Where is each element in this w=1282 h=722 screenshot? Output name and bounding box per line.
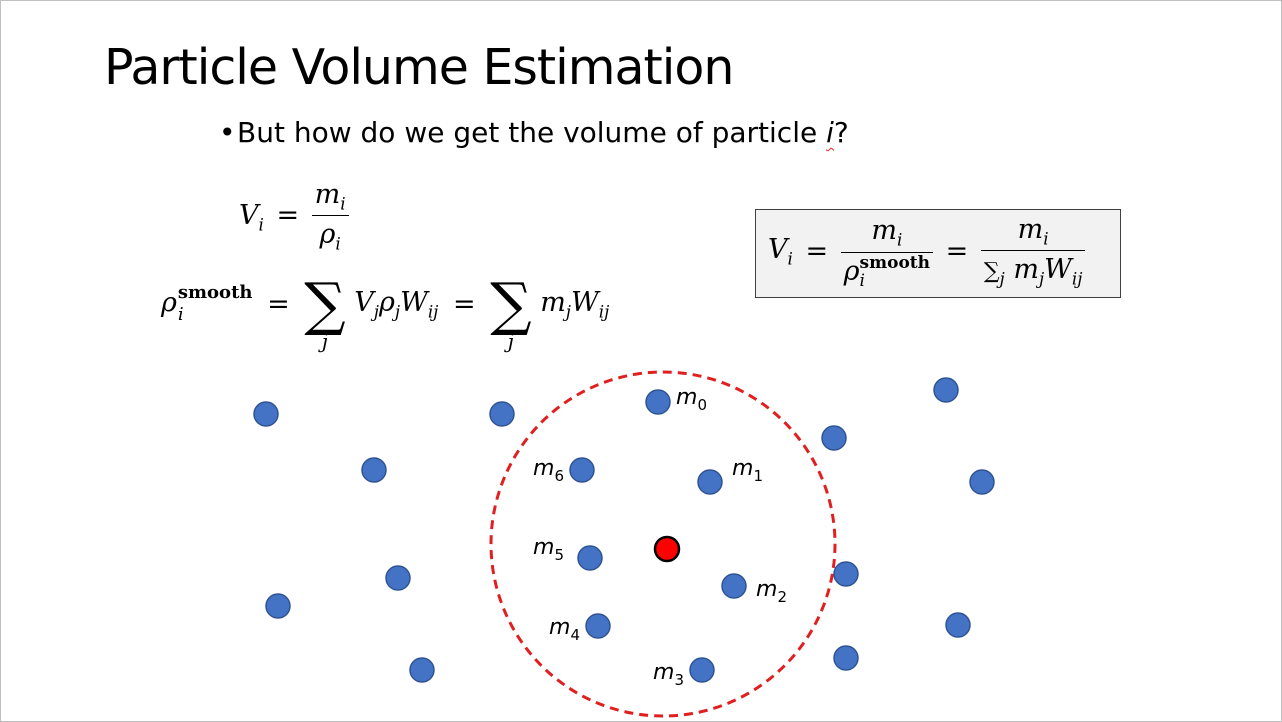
neighbor-particle-m6 xyxy=(569,457,595,483)
particle xyxy=(945,612,971,638)
particle xyxy=(821,425,847,451)
label-m3: m3 xyxy=(653,660,684,689)
neighbor-particles xyxy=(569,389,747,683)
eq2-lhs: ρ smooth i xyxy=(161,282,253,325)
boxed-fraction-2: mi ∑j mjWij xyxy=(980,214,1086,289)
neighbor-particle-m3 xyxy=(689,657,715,683)
boxed-fraction-2-denominator: ∑j mjWij xyxy=(983,254,1083,289)
neighbor-particle-m5 xyxy=(577,545,603,571)
boxed-equals-2: = xyxy=(945,235,969,267)
particle xyxy=(265,593,291,619)
neighbor-particle-m2 xyxy=(721,573,747,599)
kernel-radius-circle xyxy=(489,370,837,718)
particle xyxy=(969,469,995,495)
boxed-fraction-1-numerator: mi xyxy=(840,215,933,253)
particle xyxy=(385,565,411,591)
eq2-equals-2: = xyxy=(452,288,476,320)
bullet-text-before: But how do we get the volume of particle xyxy=(237,116,827,149)
eq1-numerator: mi xyxy=(311,179,349,217)
boxed-equals: = xyxy=(805,235,829,267)
eq2-equals: = xyxy=(267,288,290,320)
particle xyxy=(833,561,859,587)
particle xyxy=(409,657,435,683)
particle xyxy=(933,377,959,403)
neighbor-particle-m0 xyxy=(645,389,671,415)
boxed-fraction-2-numerator: mi xyxy=(980,214,1086,252)
bullet-question: •But how do we get the volume of particl… xyxy=(219,116,849,149)
label-m5: m5 xyxy=(533,535,564,564)
label-m1: m1 xyxy=(732,456,763,485)
particle xyxy=(361,457,387,483)
boxed-fraction-1: mi ρ smooth i xyxy=(840,215,933,292)
particle xyxy=(253,401,279,427)
density-equation: ρ smooth i = ∑ j VjρjWij = ∑ j mjWij xyxy=(161,270,610,353)
eq1-lhs: Vi xyxy=(239,199,264,235)
outside-particles xyxy=(253,377,995,683)
eq2-sum-1: ∑ j xyxy=(304,270,346,353)
neighbor-particle-m1 xyxy=(697,469,723,495)
label-m0: m0 xyxy=(676,385,707,414)
boxed-lhs: Vi xyxy=(768,234,793,269)
eq2-terms-1: VjρjWij xyxy=(354,286,439,322)
label-m4: m4 xyxy=(549,615,580,644)
eq1-denominator: ρi xyxy=(319,219,341,254)
boxed-volume-equation: Vi = mi ρ smooth i = mi ∑j mjWij xyxy=(755,209,1121,298)
particle xyxy=(833,645,859,671)
boxed-equation-content: Vi = mi ρ smooth i = mi ∑j mjWij xyxy=(768,214,1086,292)
bullet-text-after: ? xyxy=(833,116,849,149)
slide-title: Particle Volume Estimation xyxy=(104,39,734,96)
label-m2: m2 xyxy=(756,577,787,606)
eq1-fraction: mi ρi xyxy=(311,179,349,254)
boxed-fraction-1-denominator: ρ smooth i xyxy=(843,253,930,292)
particle xyxy=(489,401,515,427)
eq2-terms-2: mjWij xyxy=(540,286,610,322)
neighbor-particle-m4 xyxy=(585,613,611,639)
bullet-dot: • xyxy=(219,116,236,149)
label-m6: m6 xyxy=(533,456,564,485)
eq2-sum-2: ∑ j xyxy=(490,270,532,353)
center-particle-i xyxy=(653,535,681,563)
bullet-variable: i xyxy=(826,116,834,149)
eq1-equals: = xyxy=(276,199,300,231)
volume-equation: Vi = mi ρi xyxy=(239,179,349,254)
